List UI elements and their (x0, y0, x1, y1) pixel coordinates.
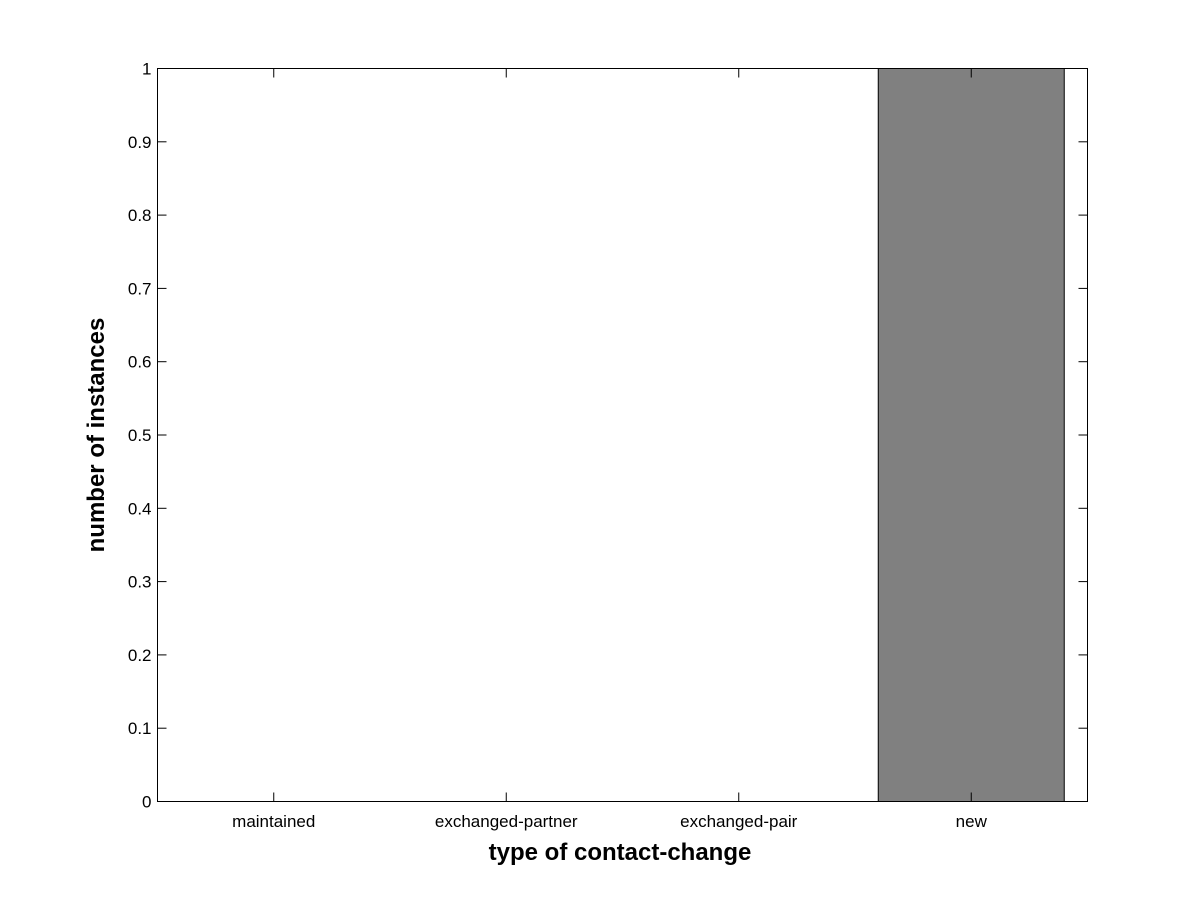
x-axis-label: type of contact-change (489, 839, 752, 866)
y-tick-label: 0.2 (128, 646, 152, 665)
y-tick-label: 0.3 (128, 573, 152, 592)
y-tick-label: 0.7 (128, 279, 152, 298)
bars (877, 68, 1065, 802)
y-tick-label: 0.5 (128, 426, 152, 445)
y-tick-label: 0.9 (128, 133, 152, 152)
y-tick-label: 0.6 (128, 353, 152, 372)
y-tick-label: 0.4 (128, 499, 152, 518)
bar-new (877, 68, 1065, 802)
y-tick-label: 0 (142, 793, 151, 812)
x-tick-label: maintained (232, 812, 315, 831)
ticks: maintained exchanged-partner exchanged-pai… (128, 60, 1088, 831)
x-tick-label: exchanged-pair (680, 812, 798, 831)
y-tick-label: 0.1 (128, 719, 152, 738)
x-tick-label: new (956, 812, 988, 831)
y-tick-label: 0.8 (128, 206, 152, 225)
y-tick-label: 1 (142, 60, 151, 79)
y-axis-label: number of instances (83, 318, 110, 553)
x-tick-label: exchanged-partner (435, 812, 578, 831)
